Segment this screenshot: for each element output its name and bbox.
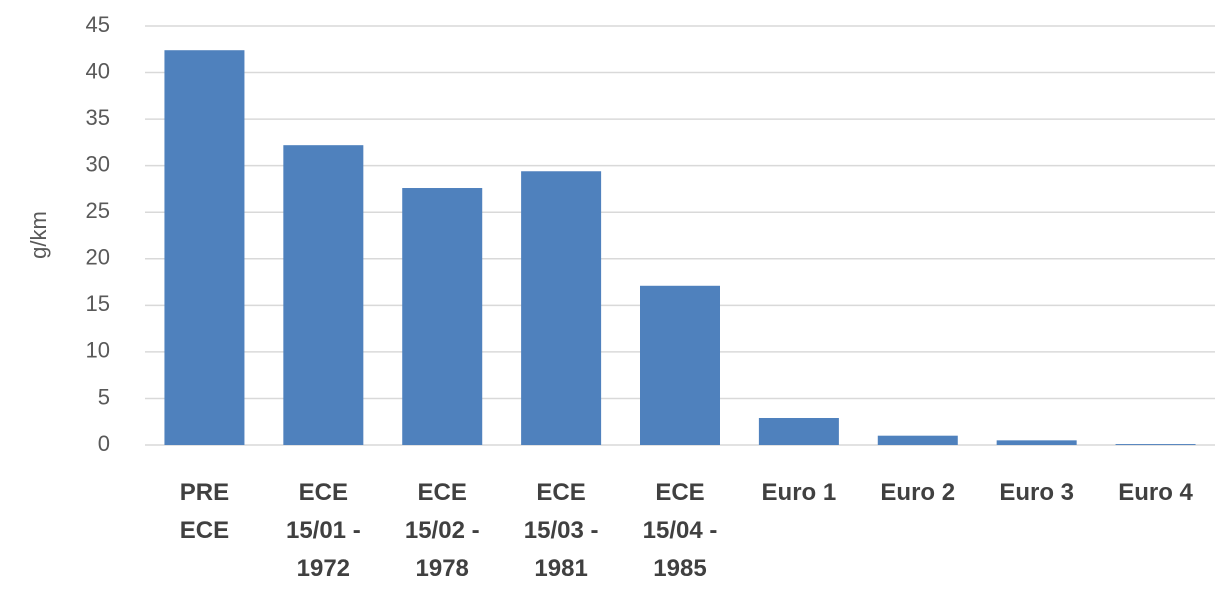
bar — [996, 440, 1077, 445]
y-tick-label: 5 — [98, 384, 110, 409]
x-tick-label: ECE 15/01 - 1972 — [285, 479, 361, 582]
y-axis-title: g/km — [26, 211, 51, 259]
bar — [758, 417, 839, 445]
y-tick-label: 35 — [86, 105, 110, 130]
bar — [402, 188, 483, 445]
y-tick-label: 10 — [86, 338, 110, 363]
x-tick-label: ECE 15/04 - 1985 — [642, 479, 718, 582]
y-tick-label: 40 — [86, 58, 110, 83]
bar — [283, 145, 364, 445]
bar — [640, 285, 720, 445]
x-tick-label: Euro 1 — [761, 479, 837, 506]
bar — [164, 50, 245, 445]
y-tick-label: 25 — [86, 198, 110, 223]
x-tick-label: Euro 2 — [880, 479, 956, 506]
x-tick-label: ECE 15/03 - 1981 — [523, 479, 599, 582]
x-tick-label: Euro 4 — [1118, 479, 1193, 506]
bar — [877, 435, 958, 445]
y-tick-label: 15 — [86, 291, 110, 316]
y-tick-label: 45 — [86, 12, 110, 37]
x-tick-label: Euro 3 — [999, 479, 1074, 506]
x-tick-label: PRE ECE — [179, 479, 230, 544]
y-tick-label: 20 — [86, 245, 110, 270]
y-tick-label: 0 — [98, 431, 110, 456]
x-tick-label: ECE 15/02 - 1978 — [404, 479, 480, 582]
y-tick-label: 30 — [86, 151, 110, 176]
bar — [521, 171, 602, 445]
bar — [1115, 444, 1196, 445]
